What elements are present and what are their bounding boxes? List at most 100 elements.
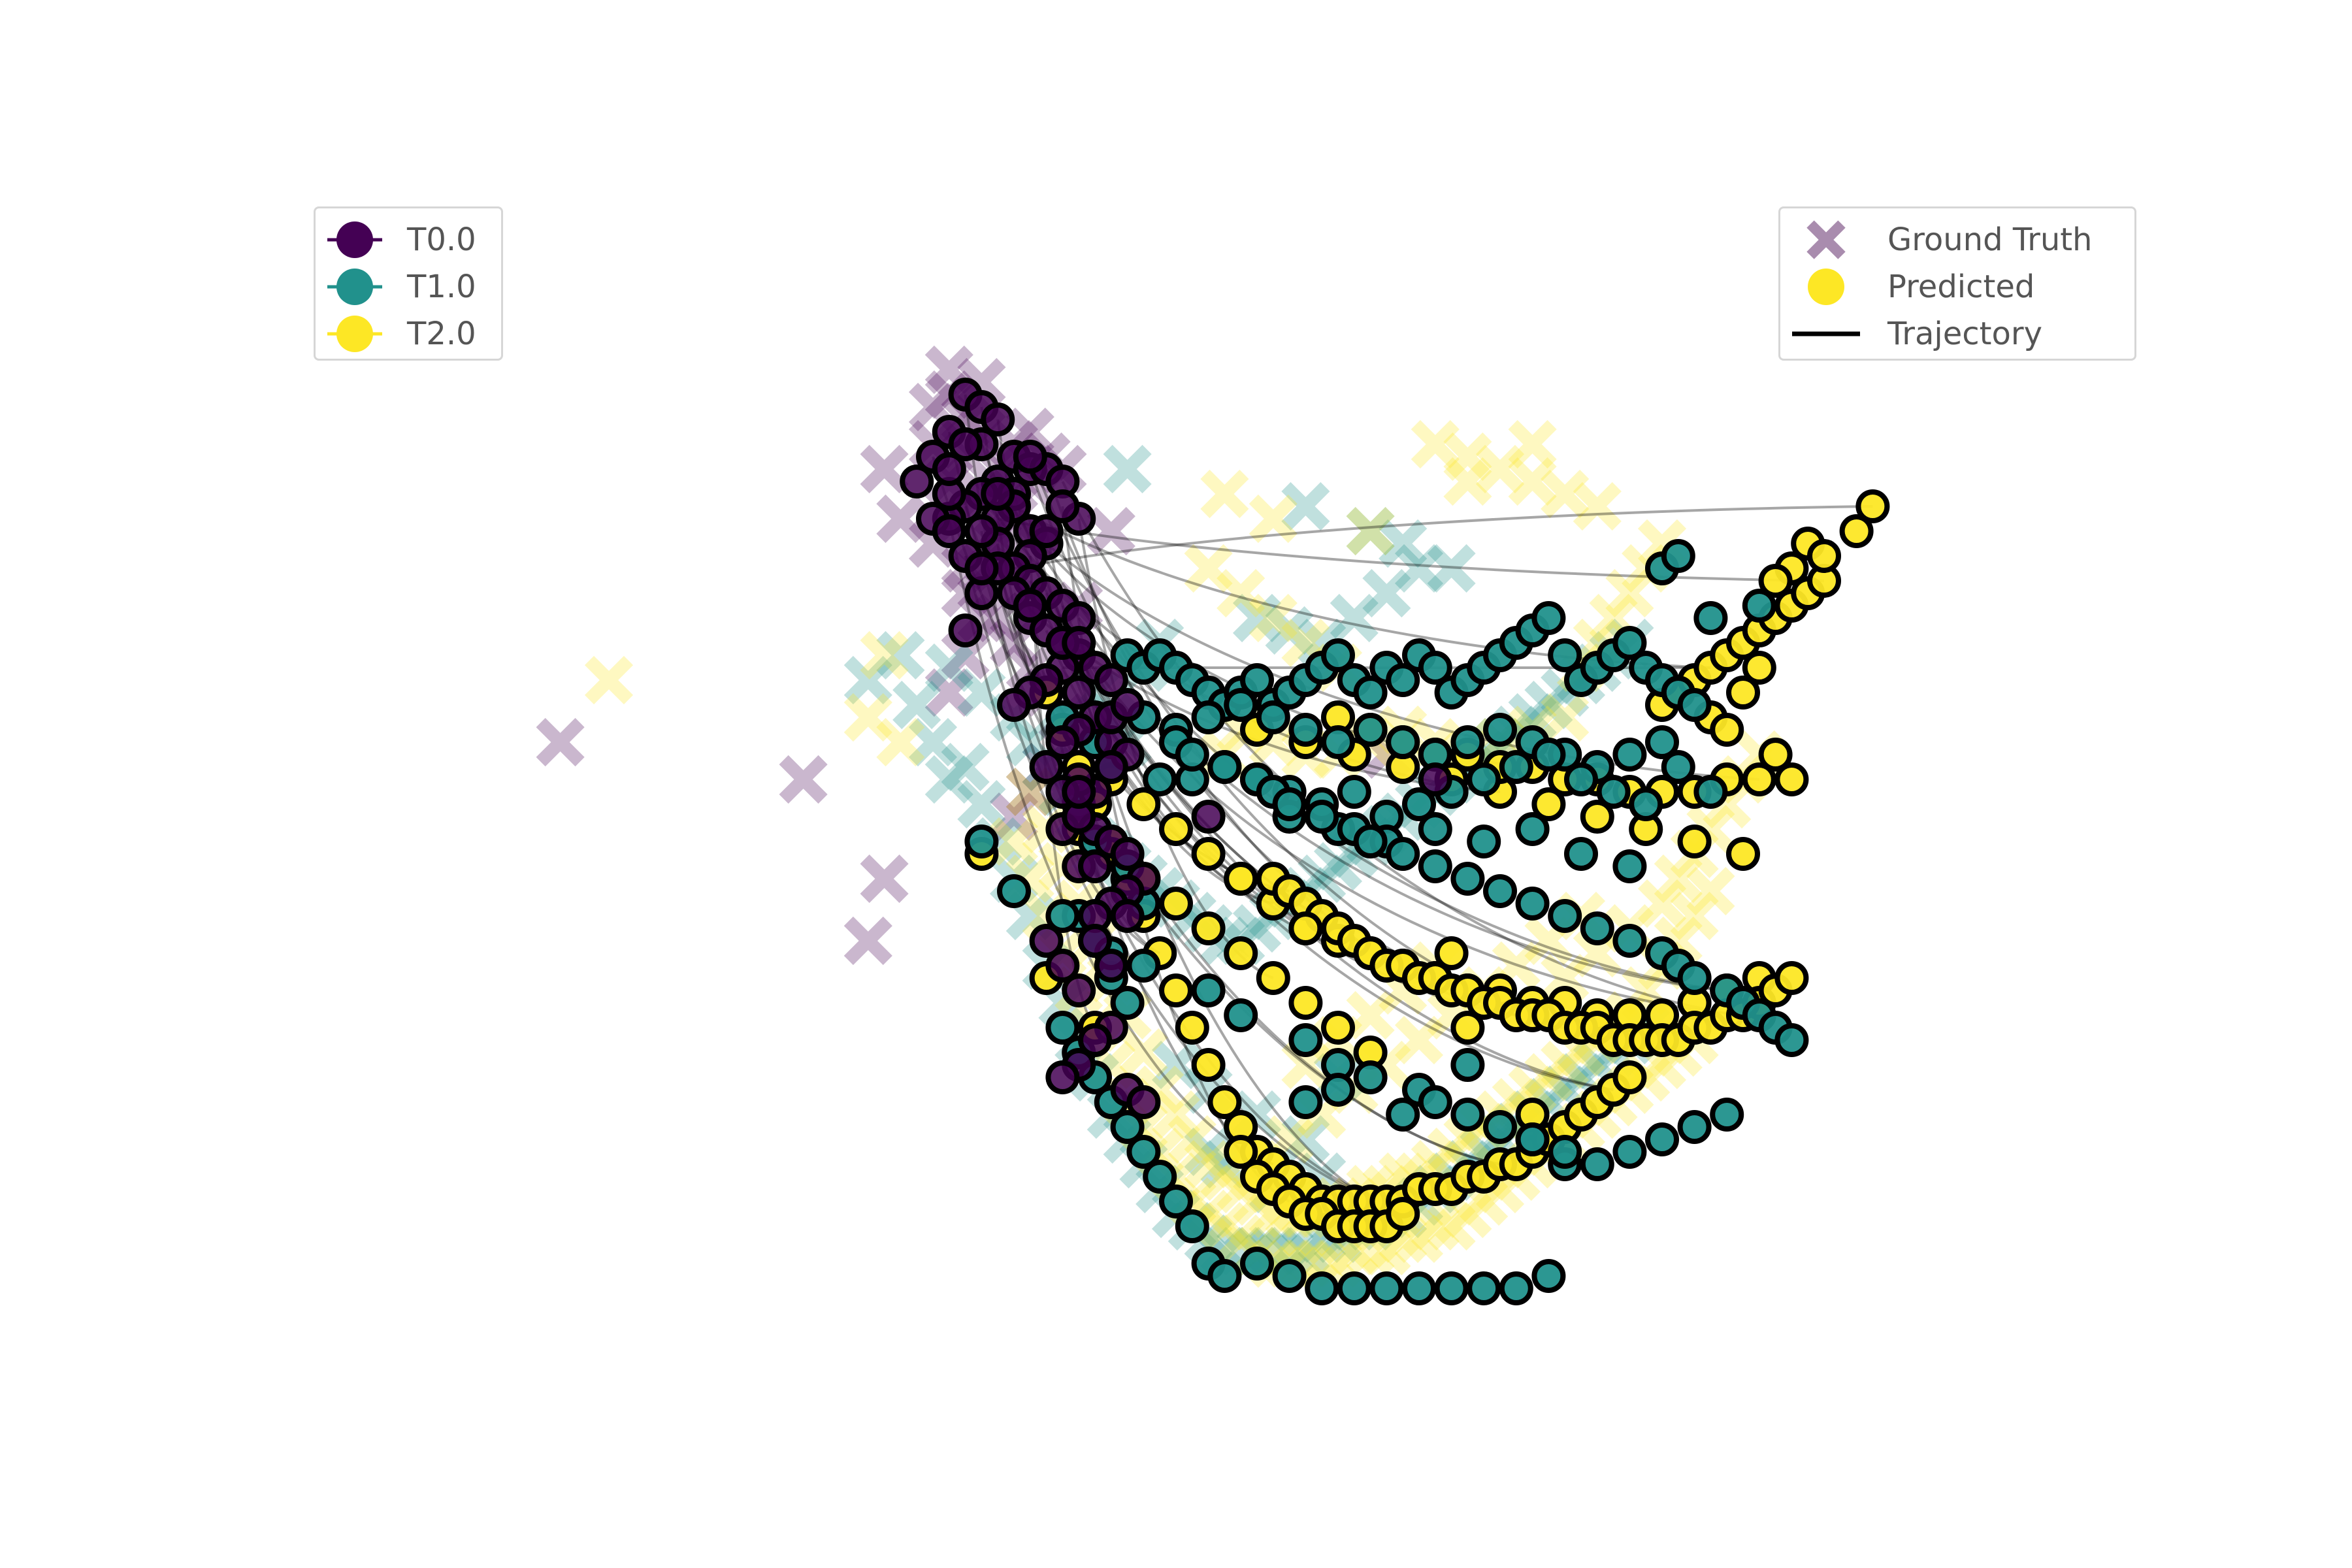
predicted-point	[1045, 1060, 1080, 1094]
predicted-point	[1418, 849, 1452, 883]
predicted-point	[1224, 1135, 1258, 1169]
predicted-point	[1288, 1023, 1323, 1057]
predicted-point	[1774, 1023, 1809, 1057]
ground-truth-marker	[1232, 593, 1282, 643]
ground-truth-marker	[1443, 1115, 1492, 1164]
ground-truth-marker	[1524, 1053, 1573, 1102]
predicted-point	[1386, 1197, 1420, 1231]
ground-truth-marker	[1573, 482, 1622, 531]
line-circle-icon	[327, 269, 382, 305]
line-circle-icon	[327, 316, 382, 352]
predicted-point	[1742, 762, 1776, 796]
line-icon	[1792, 331, 1860, 336]
predicted-point	[1143, 762, 1177, 796]
predicted-point	[932, 514, 966, 548]
predicted-point	[1710, 713, 1744, 747]
predicted-point	[1418, 1085, 1452, 1119]
predicted-point	[1450, 862, 1485, 896]
ground-truth-marker	[957, 779, 1006, 829]
predicted-point	[1661, 750, 1695, 784]
ground-truth-marker	[1508, 419, 1557, 469]
legend-label-t0: T0.0	[407, 221, 476, 258]
predicted-point	[1596, 775, 1631, 809]
ground-truth-marker	[1281, 1115, 1330, 1164]
predicted-point	[1288, 986, 1323, 1020]
predicted-point	[1807, 539, 1841, 573]
predicted-point	[1677, 961, 1712, 995]
predicted-point	[1483, 874, 1517, 908]
predicted-point	[1467, 1271, 1501, 1305]
ground-truth-marker	[908, 717, 958, 767]
predicted-point	[1159, 973, 1193, 1007]
x-icon	[1806, 220, 1846, 259]
ground-truth-marker	[1605, 568, 1654, 618]
ground-truth-marker	[1330, 593, 1379, 643]
predicted-point	[1256, 700, 1290, 734]
predicted-point	[1450, 1011, 1485, 1045]
predicted-point	[1693, 601, 1728, 635]
ground-truth-marker	[1475, 444, 1525, 494]
ground-truth-marker	[1394, 1015, 1444, 1065]
predicted-point	[1045, 949, 1080, 983]
predicted-point	[1240, 663, 1274, 697]
ground-truth-marker	[1249, 494, 1298, 544]
predicted-point	[1564, 837, 1598, 871]
predicted-point	[1321, 1011, 1355, 1045]
ground-truth-marker	[779, 755, 828, 804]
ground-truth-marker	[876, 494, 925, 544]
predicted-point	[1531, 1259, 1566, 1293]
legend-label-t1: T1.0	[407, 269, 476, 305]
predicted-point	[1515, 812, 1550, 846]
predicted-point	[1418, 762, 1452, 796]
legend-label-predicted: Predicted	[1887, 269, 2035, 305]
ground-truth-marker	[1686, 866, 1735, 916]
predicted-point	[1045, 899, 1080, 933]
predicted-point	[1094, 750, 1128, 784]
predicted-point	[1110, 688, 1145, 722]
predicted-point	[1143, 1160, 1177, 1194]
predicted-point	[1353, 676, 1388, 710]
ground-truth-marker	[860, 854, 909, 904]
ground-truth-marker	[1168, 1115, 1217, 1164]
predicted-point	[1207, 750, 1242, 784]
predicted-point	[1272, 1259, 1307, 1293]
predicted-point	[1159, 887, 1193, 921]
predicted-point	[1693, 775, 1728, 809]
ground-truth-marker	[876, 717, 925, 767]
ground-truth-marker	[1541, 953, 1590, 1003]
ground-truth-marker	[1281, 1040, 1330, 1090]
predicted-point	[1029, 750, 1064, 784]
legend-entry-predicted: Predicted	[1780, 263, 2034, 310]
ground-truth-marker	[1637, 879, 1687, 928]
predicted-point	[1580, 911, 1614, 945]
predicted-point	[1126, 949, 1161, 983]
predicted-point	[1758, 564, 1793, 598]
trajectory-line	[1013, 505, 1873, 570]
predicted-point	[1110, 837, 1145, 871]
predicted-point	[1726, 837, 1760, 871]
predicted-point	[1434, 1271, 1469, 1305]
predicted-point	[1321, 725, 1355, 759]
predicted-point	[1515, 1122, 1550, 1156]
ground-truth-marker	[1427, 1201, 1476, 1251]
ground-truth-marker	[892, 680, 941, 730]
predicted-layer	[900, 378, 1890, 1305]
trajectory-line	[964, 555, 1387, 1203]
ground-truth-marker	[941, 742, 990, 792]
predicted-point	[1305, 800, 1339, 834]
predicted-point	[1062, 775, 1096, 809]
predicted-point	[1450, 1098, 1485, 1132]
predicted-point	[1758, 738, 1793, 772]
predicted-point	[1353, 713, 1388, 747]
ground-truth-marker	[1654, 854, 1703, 904]
predicted-point	[1288, 911, 1323, 945]
predicted-point	[1175, 1011, 1209, 1045]
predicted-point	[1321, 638, 1355, 672]
ground-truth-marker	[860, 630, 909, 680]
ground-truth-marker	[1411, 419, 1460, 469]
ground-truth-marker	[1281, 482, 1330, 531]
predicted-point	[1742, 651, 1776, 685]
predicted-point	[1321, 1073, 1355, 1107]
predicted-point	[1353, 1060, 1388, 1094]
